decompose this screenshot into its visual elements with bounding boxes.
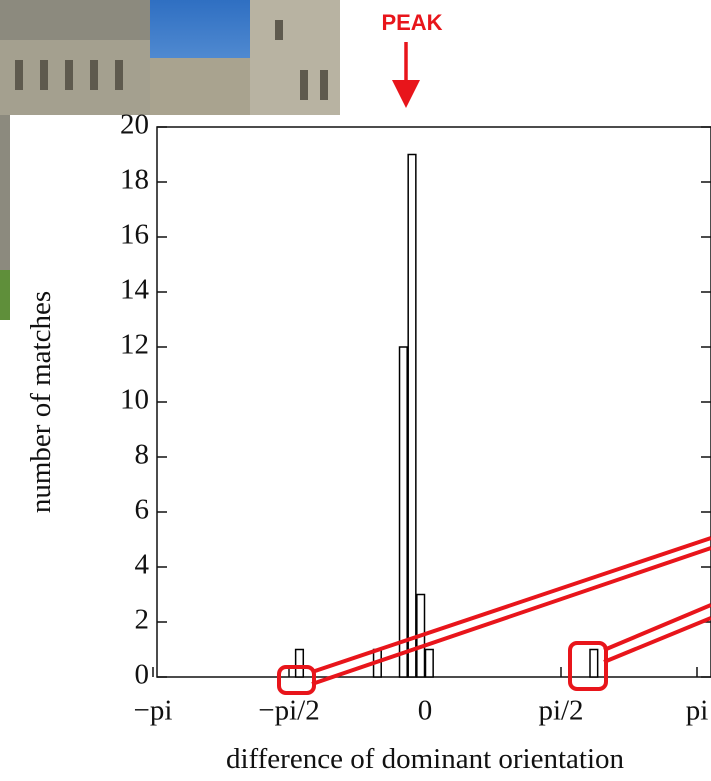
bar [294, 648, 305, 678]
highlights [277, 536, 711, 695]
y-tick-label: 6 [135, 494, 150, 526]
y-tick-label: 4 [135, 549, 150, 581]
x-tick-label: pi [686, 695, 709, 727]
annotation: PEAK [381, 10, 442, 35]
x-tick-label: pi/2 [538, 695, 583, 727]
y-tick-label: 10 [120, 384, 149, 416]
photo [0, 0, 340, 320]
y-tick-label: 14 [120, 274, 150, 306]
x-tick-label: −pi [134, 695, 173, 727]
x-tick-label: 0 [418, 695, 433, 727]
y-tick-label: 8 [135, 439, 150, 471]
y-tick-label: 12 [120, 329, 149, 361]
bar [589, 648, 599, 678]
y-tick-label: 2 [135, 604, 150, 636]
x-axis-label: difference of dominant orientation [226, 743, 625, 775]
plot: 0 2 4 6 8 10 12 14 16 18 20 −pi −pi/2 0 pi/2 pi [120, 109, 711, 727]
bar [398, 346, 408, 678]
y-tick-label: 18 [120, 164, 149, 196]
y-tick-label: 20 [120, 109, 149, 141]
bar [424, 648, 434, 678]
y-axis-label: number of matches [25, 291, 57, 513]
y-tick-label: 16 [120, 219, 149, 251]
bar [407, 153, 417, 678]
y-tick-label: 0 [135, 659, 150, 691]
x-tick-label: −pi/2 [258, 695, 319, 727]
